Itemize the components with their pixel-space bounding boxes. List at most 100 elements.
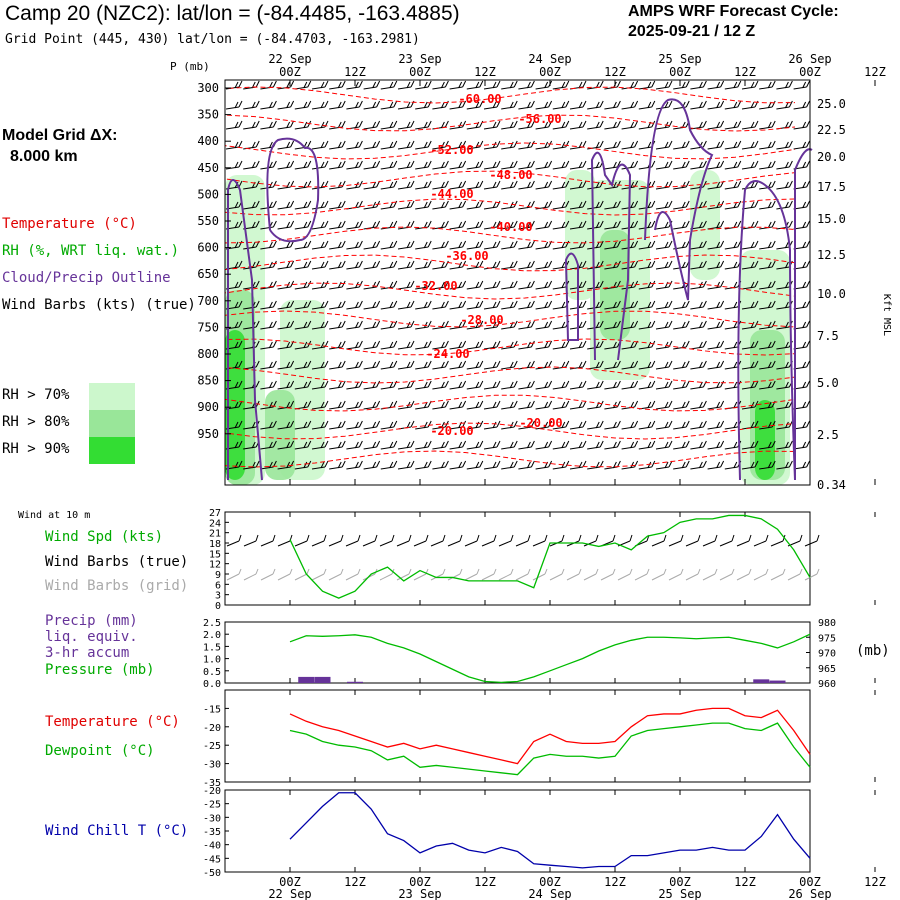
upper-wind-barb <box>776 460 793 470</box>
wind10-barb-grid-flag <box>680 568 684 575</box>
wind10-barb-grid <box>600 573 614 581</box>
upper-wind-barb <box>604 100 621 110</box>
upper-wind-barb <box>535 220 553 230</box>
wind10-barb-grid-flag <box>731 568 735 575</box>
upper-wind-barb <box>432 220 449 230</box>
upper-wind-barb <box>260 440 277 450</box>
upper-wind-barb <box>501 160 518 170</box>
upper-wind-barb <box>277 360 295 370</box>
wind10-barb-grid <box>532 573 546 581</box>
wind10-barb-true <box>311 540 325 547</box>
rh-shade-4 <box>265 390 295 480</box>
wind10-barb-grid <box>226 573 240 581</box>
upper-wind-barb <box>741 80 759 90</box>
temp-contour-label: -20.00 <box>430 424 473 438</box>
upper-wind-barb <box>587 100 604 110</box>
upper-wind-barb <box>449 80 467 90</box>
upper-wind-barb <box>380 340 398 350</box>
upper-wind-barb <box>397 320 415 330</box>
upper-wind-barb <box>449 360 467 370</box>
upper-wind-barb <box>604 300 621 310</box>
wind-panel-frame <box>224 511 811 606</box>
upper-wind-barb <box>587 140 604 150</box>
upper-wind-barb <box>569 180 587 190</box>
upper-wind-barb <box>329 220 346 230</box>
upper-wind-barb <box>449 380 467 390</box>
precip-panel-frame <box>224 621 811 684</box>
upper-wind-barb <box>518 80 535 90</box>
cloud-outline <box>227 179 263 481</box>
upper-wind-barb <box>432 160 449 170</box>
wind10-barb-true <box>243 540 257 547</box>
wind10-barb-grid <box>583 573 597 581</box>
upper-wind-barb <box>415 240 432 250</box>
temp-contour <box>224 86 796 104</box>
upper-wind-barb <box>724 100 742 110</box>
upper-wind-barb <box>277 120 295 130</box>
upper-wind-barb <box>604 140 621 150</box>
height-tick: 0.34 <box>817 478 846 492</box>
forecast-cycle-label: AMPS WRF Forecast Cycle: <box>628 3 839 20</box>
upper-wind-barb <box>363 120 381 130</box>
upper-wind-barb <box>690 380 707 390</box>
wind10-barb-true-flag <box>391 534 395 542</box>
upper-wind-barb <box>690 460 707 470</box>
grid-point-label: Grid Point (445, 430) lat/lon = (-84.470… <box>5 32 420 47</box>
upper-wind-barb <box>483 220 501 230</box>
upper-wind-barb <box>501 380 518 390</box>
wind10-barb-grid <box>685 573 699 581</box>
upper-wind-barb <box>741 340 759 350</box>
upper-wind-barb <box>329 140 346 150</box>
cloud-outline <box>564 252 579 341</box>
wind-panel-tick: 9 <box>215 570 221 581</box>
wind10-barb-true-flag <box>527 534 531 542</box>
wind10-barb-true <box>396 540 410 547</box>
upper-wind-barb <box>673 160 690 170</box>
upper-wind-barb <box>604 200 621 210</box>
bottom-hour-label: 00Z <box>799 875 821 889</box>
wind-panel-tick: 0 <box>215 601 221 612</box>
upper-wind-barb <box>793 80 811 90</box>
wind10-barb-true <box>498 540 512 547</box>
upper-wind-barb <box>690 420 707 430</box>
upper-wind-barb <box>397 160 415 170</box>
upper-wind-barb <box>501 340 518 350</box>
wind10-barb-true-flag <box>731 534 735 542</box>
temperature-line <box>289 707 811 765</box>
upper-wind-barb <box>380 420 398 430</box>
upper-wind-barb <box>759 120 776 130</box>
pressure-line <box>289 633 811 684</box>
upper-wind-barb <box>621 200 639 210</box>
temp-contour <box>224 310 796 328</box>
upper-wind-barb <box>294 240 312 250</box>
wind10-barb-grid <box>566 573 580 581</box>
upper-wind-barb <box>260 200 277 210</box>
pressure-tick: 650 <box>197 267 219 281</box>
wind10-barb-true <box>481 540 495 547</box>
upper-wind-barb <box>501 300 518 310</box>
upper-wind-barb <box>466 340 484 350</box>
upper-wind-barb <box>483 400 501 410</box>
temp-contour <box>224 394 796 412</box>
upper-wind-barb <box>415 180 432 190</box>
height-tick: 17.5 <box>817 180 846 194</box>
wind10-barb-grid-flag <box>255 568 259 575</box>
upper-wind-barb <box>363 360 381 370</box>
upper-wind-barb <box>363 440 381 450</box>
upper-wind-barb <box>225 160 243 170</box>
upper-wind-barb <box>655 400 673 410</box>
temp-contour-label: -52.00 <box>430 143 473 157</box>
legend-rh90: RH > 90% <box>2 441 70 457</box>
upper-wind-barb <box>518 400 535 410</box>
upper-wind-barb <box>380 160 398 170</box>
upper-wind-barb <box>380 180 398 190</box>
wind10-barb-true-flag <box>544 534 548 542</box>
upper-wind-barb <box>380 440 398 450</box>
height-tick: 10.0 <box>817 287 846 301</box>
upper-wind-barb <box>415 140 432 150</box>
upper-wind-barb <box>673 300 690 310</box>
wind10-barb-true-flag <box>629 534 633 542</box>
upper-wind-barb <box>397 240 415 250</box>
upper-wind-barb <box>690 300 707 310</box>
temp-contour-label: -60.00 <box>458 92 501 106</box>
